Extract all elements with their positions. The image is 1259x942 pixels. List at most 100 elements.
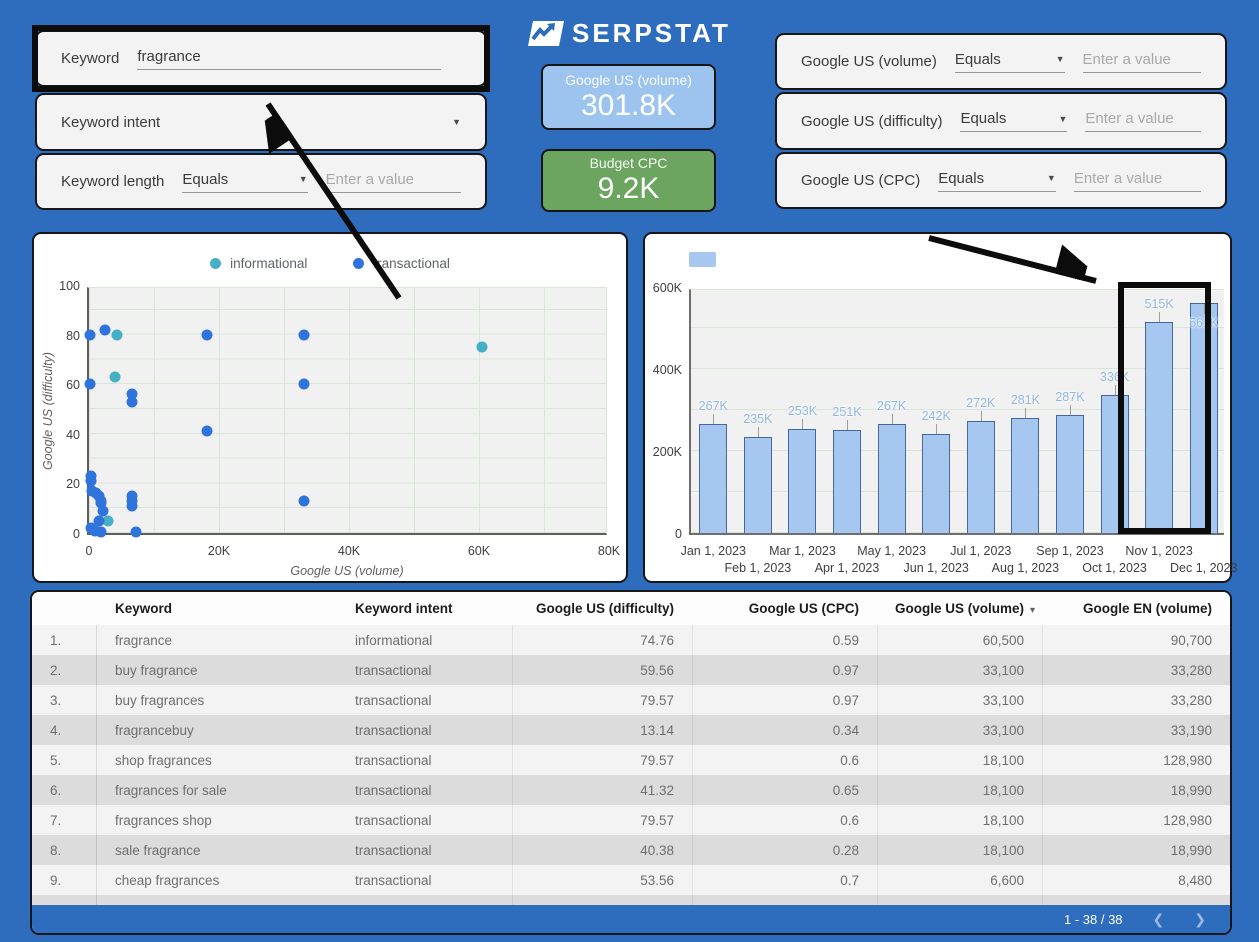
bar-Dec 1, 2023[interactable] [1189, 303, 1218, 533]
scatter-point-transactional[interactable] [298, 378, 310, 390]
scatter-point-transactional[interactable] [298, 495, 310, 507]
bar-label-connector [757, 427, 759, 437]
scatter-point-transactional[interactable] [84, 378, 96, 390]
bar-y-tick: 400K [652, 363, 682, 377]
scatter-point-transactional[interactable] [85, 475, 97, 487]
scatter-point-informational[interactable] [111, 329, 123, 341]
keyword-input[interactable]: fragrance [137, 48, 441, 70]
cell-google-us-volume-: 18,100 [877, 805, 1042, 835]
scatter-point-transactional[interactable] [126, 396, 138, 408]
chevron-down-icon: ▼ [1046, 173, 1056, 183]
bar-x-tick: Nov 1, 2023 [1125, 544, 1193, 558]
bar-May 1, 2023[interactable] [877, 424, 906, 533]
table-row[interactable]: 7. fragrances shop transactional 79.57 0.6 18… [32, 805, 1230, 835]
bar-label-connector [1114, 385, 1116, 395]
table-row[interactable]: 6. fragrances for sale transactional 41.32 0… [32, 775, 1230, 805]
scatter-point-informational[interactable] [102, 515, 114, 527]
table-row[interactable]: 5. shop fragrances transactional 79.57 0.6 18… [32, 745, 1230, 775]
cell-google-us-volume-: 18,100 [877, 835, 1042, 865]
bar-x-tick: Apr 1, 2023 [814, 561, 880, 575]
table-row[interactable]: 8. sale fragrance transactional 40.38 0.28 18… [32, 835, 1230, 865]
scorecard-budget-cpc: Budget CPC 9.2K [541, 149, 716, 212]
scatter-point-transactional[interactable] [298, 329, 310, 341]
bar-Aug 1, 2023[interactable] [1011, 418, 1040, 533]
scatter-point-transactional[interactable] [201, 425, 213, 437]
bar-x-tick: Jul 1, 2023 [950, 544, 1012, 558]
chevron-down-icon[interactable]: ▼ [452, 117, 461, 127]
row-number: 2. [32, 655, 97, 685]
bar-Apr 1, 2023[interactable] [833, 430, 862, 533]
filter-keyword-intent[interactable]: Keyword intent ▼ [35, 93, 487, 151]
brand-name: SERPSTAT [572, 17, 731, 48]
table-row[interactable]: 4. fragrancebuy transactional 13.14 0.34 33,1… [32, 715, 1230, 745]
bar-Sep 1, 2023[interactable] [1055, 415, 1084, 533]
cpc-operator-select[interactable]: Equals ▼ [938, 170, 1056, 192]
cell-keyword-intent: transactional [355, 662, 432, 678]
difficulty-value-input[interactable]: Enter a value [1085, 110, 1201, 132]
scatter-point-transactional[interactable] [93, 515, 105, 527]
scatter-plot-area[interactable]: 0 20 40 60 80 100 0 20K 40K 60K 80K [59, 279, 620, 558]
bar-Nov 1, 2023[interactable] [1145, 322, 1174, 533]
scatter-point-informational[interactable] [109, 371, 121, 383]
keyword-length-value-input[interactable]: Enter a value [325, 171, 461, 193]
column-header-google-en-volume-[interactable]: Google EN (volume) [1082, 601, 1212, 616]
bar-Jul 1, 2023[interactable] [966, 421, 995, 533]
column-header-google-us-volume-[interactable]: Google US (volume) ▾ [895, 601, 1036, 616]
bar-plot-area[interactable]: 0 200K 400K 600K 267K Jan 1, 2023 235K Feb 1, 2… [653, 281, 1238, 575]
bar-Feb 1, 2023[interactable] [743, 437, 772, 533]
scatter-point-transactional[interactable] [97, 505, 109, 517]
volume-value-input[interactable]: Enter a value [1082, 51, 1201, 73]
table-row[interactable]: 9. cheap fragrances transactional 53.56 0.7 6… [32, 865, 1230, 895]
bar-Jun 1, 2023[interactable] [922, 434, 951, 533]
next-page-button[interactable]: ❯ [1194, 910, 1206, 927]
cell-google-us-cpc-: 0.34 [692, 715, 877, 745]
scatter-chart-card: informational transactional Google US (di… [32, 232, 628, 583]
keyword-length-operator-select[interactable]: Equals ▼ [182, 170, 308, 193]
scatter-point-transactional[interactable] [99, 324, 111, 336]
scatter-point-transactional[interactable] [126, 388, 138, 400]
filter-google-us-difficulty: Google US (difficulty) Equals ▼ Enter a … [775, 92, 1227, 150]
table-row[interactable]: 10.cheapest fragrancetransactional55.430… [32, 895, 1230, 905]
scatter-point-transactional[interactable] [95, 526, 107, 538]
bar-x-tick: Mar 1, 2023 [769, 544, 836, 558]
cpc-value-input[interactable]: Enter a value [1073, 170, 1201, 192]
bar-x-tick: Jan 1, 2023 [680, 544, 746, 558]
operator-value: Equals [182, 170, 229, 188]
difficulty-filter-label: Google US (difficulty) [801, 112, 943, 130]
scatter-point-transactional[interactable] [89, 525, 101, 537]
column-header-keyword[interactable]: Keyword [115, 601, 173, 616]
scatter-point-transactional[interactable] [95, 497, 107, 509]
column-header-google-us-cpc-[interactable]: Google US (CPC) [748, 601, 859, 616]
cell-keyword: buy fragrance [115, 662, 198, 678]
legend-item-transactional[interactable]: transactional [353, 256, 450, 271]
legend-item-informational[interactable]: informational [210, 256, 307, 271]
table-row[interactable]: 2. buy fragrance transactional 59.56 0.97 33,… [32, 655, 1230, 685]
cell-google-us-cpc-: 0.65 [692, 775, 877, 805]
row-number: 10. [32, 895, 97, 905]
bar-Jan 1, 2023[interactable] [699, 424, 728, 533]
bar-x-tick: Aug 1, 2023 [991, 561, 1060, 575]
prev-page-button[interactable]: ❮ [1152, 910, 1165, 927]
operator-value: Equals [954, 50, 1001, 68]
scatter-point-transactional[interactable] [201, 329, 213, 341]
volume-operator-select[interactable]: Equals ▼ [954, 50, 1065, 73]
difficulty-operator-select[interactable]: Equals ▼ [960, 110, 1068, 132]
bar-Oct 1, 2023[interactable] [1100, 395, 1129, 533]
scatter-point-transactional[interactable] [126, 500, 138, 512]
bar-y-tick: 200K [652, 445, 682, 459]
column-header-keyword-intent[interactable]: Keyword intent [355, 601, 453, 616]
operator-value: Equals [960, 110, 1007, 127]
table-row[interactable]: 3. buy fragrances transactional 79.57 0.97 33… [32, 685, 1230, 715]
cell-google-en-volume-: 33,190 [1042, 715, 1230, 745]
scatter-point-transactional[interactable] [130, 526, 142, 538]
bar-y-tick: 600K [652, 281, 682, 295]
cell-google-us-volume-: 6,600 [877, 865, 1042, 895]
scatter-point-informational[interactable] [476, 341, 488, 353]
cell-google-us-difficulty-: 74.76 [512, 625, 692, 655]
filter-keyword-length: Keyword length Equals ▼ Enter a value [35, 153, 487, 210]
bar-Mar 1, 2023[interactable] [788, 429, 817, 533]
scatter-point-transactional[interactable] [84, 329, 96, 341]
column-header-google-us-difficulty-[interactable]: Google US (difficulty) [536, 601, 674, 616]
table-row[interactable]: 1. fragrance informational 74.76 0.59 60,500 9… [32, 625, 1230, 655]
operator-value: Equals [938, 169, 985, 187]
